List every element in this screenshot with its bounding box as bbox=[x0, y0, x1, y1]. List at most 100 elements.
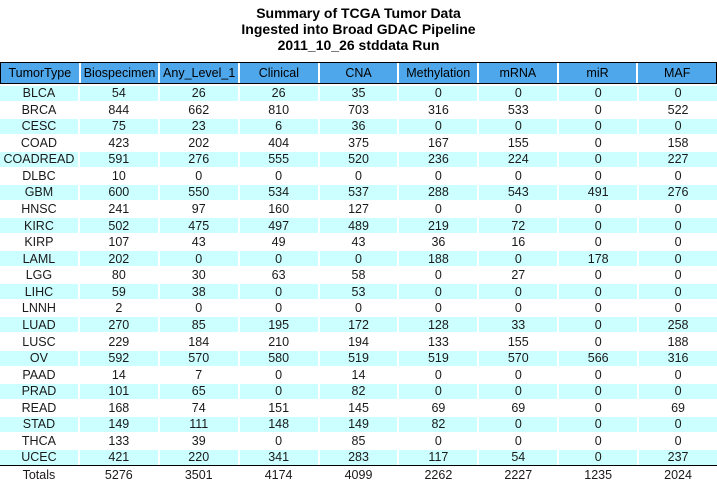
totals-cell: 3501 bbox=[159, 467, 238, 484]
column-header: mRNA bbox=[479, 63, 557, 83]
data-cell: 0 bbox=[479, 201, 558, 217]
row-label: STAD bbox=[0, 416, 78, 432]
row-label: OV bbox=[0, 350, 78, 366]
data-cell: 0 bbox=[639, 267, 717, 283]
data-cell: 341 bbox=[239, 449, 318, 465]
table-row: LUAD 270 85 195 172 128 33 0 258 bbox=[0, 317, 717, 333]
data-cell: 82 bbox=[319, 383, 398, 399]
table-row: DLBC 10 0 0 0 0 0 0 0 bbox=[0, 168, 717, 184]
table-row: COAD 423 202 404 375 167 155 0 158 bbox=[0, 135, 717, 151]
table-row: KIRC 502 475 497 489 219 72 0 0 bbox=[0, 218, 717, 234]
data-cell: 133 bbox=[399, 334, 478, 349]
row-label: LNNH bbox=[0, 300, 78, 316]
data-cell: 844 bbox=[79, 102, 158, 118]
table-row: KIRP 107 43 49 43 36 16 0 0 bbox=[0, 234, 717, 250]
table-header-row: TumorType Biospecimen Any_Level_1 Clinical C… bbox=[1, 63, 717, 83]
data-cell: 533 bbox=[479, 102, 558, 118]
data-cell: 276 bbox=[639, 184, 717, 200]
data-cell: 72 bbox=[479, 218, 558, 234]
data-cell: 591 bbox=[79, 151, 158, 167]
data-cell: 316 bbox=[639, 350, 717, 366]
data-cell: 227 bbox=[639, 151, 717, 167]
data-cell: 178 bbox=[559, 251, 638, 267]
page-title-line-1: Summary of TCGA Tumor Data bbox=[256, 5, 461, 21]
column-header: TumorType bbox=[1, 63, 79, 83]
row-label: LIHC bbox=[0, 284, 78, 300]
data-cell: 219 bbox=[399, 218, 478, 234]
row-label: HNSC bbox=[0, 201, 78, 217]
data-cell: 0 bbox=[559, 433, 638, 449]
data-cell: 0 bbox=[159, 300, 238, 316]
data-cell: 43 bbox=[319, 234, 398, 250]
data-cell: 522 bbox=[639, 102, 717, 118]
table-row: PRAD 101 65 0 82 0 0 0 0 bbox=[0, 383, 717, 399]
data-cell: 145 bbox=[319, 400, 398, 416]
data-cell: 0 bbox=[559, 135, 638, 151]
data-cell: 0 bbox=[479, 416, 558, 432]
table-row: STAD 149 111 148 149 82 0 0 0 bbox=[0, 416, 717, 432]
data-cell: 0 bbox=[559, 367, 638, 383]
data-cell: 0 bbox=[479, 85, 558, 101]
data-cell: 0 bbox=[479, 118, 558, 134]
data-cell: 0 bbox=[399, 85, 478, 101]
data-cell: 54 bbox=[79, 85, 158, 101]
data-cell: 662 bbox=[159, 102, 238, 118]
data-cell: 36 bbox=[399, 234, 478, 250]
data-cell: 10 bbox=[79, 168, 158, 184]
data-cell: 600 bbox=[79, 184, 158, 200]
data-cell: 0 bbox=[559, 383, 638, 399]
data-cell: 149 bbox=[319, 416, 398, 432]
data-cell: 491 bbox=[559, 184, 638, 200]
data-cell: 0 bbox=[559, 400, 638, 416]
data-cell: 0 bbox=[479, 367, 558, 383]
row-label: COADREAD bbox=[0, 151, 78, 167]
data-cell: 43 bbox=[159, 234, 238, 250]
data-cell: 236 bbox=[399, 151, 478, 167]
row-label: CESC bbox=[0, 118, 78, 134]
data-cell: 210 bbox=[239, 334, 318, 349]
table-row: LGG 80 30 63 58 0 27 0 0 bbox=[0, 267, 717, 283]
data-cell: 241 bbox=[79, 201, 158, 217]
row-label: LAML bbox=[0, 251, 78, 267]
table-row: COADREAD 591 276 555 520 236 224 0 227 bbox=[0, 151, 717, 167]
data-cell: 111 bbox=[159, 416, 238, 432]
totals-cell: 2024 bbox=[639, 467, 717, 484]
data-cell: 97 bbox=[159, 201, 238, 217]
data-cell: 49 bbox=[239, 234, 318, 250]
totals-cell: 2227 bbox=[479, 467, 558, 484]
totals-row: Totals 5276 3501 4174 4099 2262 2227 1235 2024 bbox=[0, 467, 717, 484]
data-cell: 0 bbox=[559, 151, 638, 167]
column-header: Any_Level_1 bbox=[160, 63, 239, 83]
data-cell: 519 bbox=[319, 350, 398, 366]
data-cell: 0 bbox=[559, 416, 638, 432]
data-cell: 184 bbox=[159, 334, 238, 349]
column-header: CNA bbox=[319, 63, 398, 83]
data-cell: 475 bbox=[159, 218, 238, 234]
data-cell: 0 bbox=[319, 168, 398, 184]
data-cell: 26 bbox=[159, 85, 238, 101]
data-cell: 502 bbox=[79, 218, 158, 234]
table-row: THCA 133 39 0 85 0 0 0 0 bbox=[0, 433, 717, 449]
data-cell: 65 bbox=[159, 383, 238, 399]
data-cell: 33 bbox=[479, 317, 558, 333]
data-cell: 404 bbox=[239, 135, 318, 151]
data-cell: 283 bbox=[319, 449, 398, 465]
data-cell: 0 bbox=[559, 284, 638, 300]
data-cell: 0 bbox=[399, 300, 478, 316]
row-label: LGG bbox=[0, 267, 78, 283]
data-cell: 0 bbox=[479, 300, 558, 316]
data-cell: 0 bbox=[399, 168, 478, 184]
data-cell: 229 bbox=[79, 334, 158, 349]
data-cell: 117 bbox=[399, 449, 478, 465]
data-cell: 375 bbox=[319, 135, 398, 151]
data-cell: 54 bbox=[479, 449, 558, 465]
data-cell: 550 bbox=[159, 184, 238, 200]
data-cell: 0 bbox=[559, 102, 638, 118]
data-cell: 74 bbox=[159, 400, 238, 416]
data-cell: 155 bbox=[479, 135, 558, 151]
data-cell: 158 bbox=[639, 135, 717, 151]
data-cell: 107 bbox=[79, 234, 158, 250]
table-row: LNNH 2 0 0 0 0 0 0 0 bbox=[0, 300, 717, 316]
row-label: LUAD bbox=[0, 317, 78, 333]
table-row: LUSC 229 184 210 194 133 155 0 188 bbox=[0, 334, 717, 349]
